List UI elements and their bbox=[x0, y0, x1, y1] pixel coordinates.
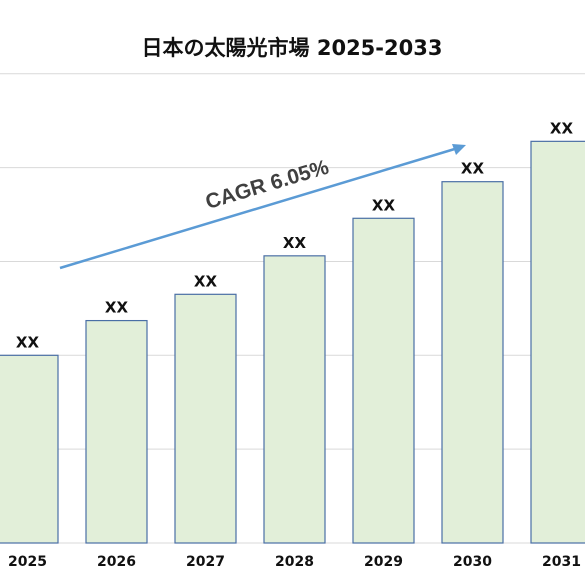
x-axis-tick-labels: 2025 2026 2027 2028 2029 2030 2031 bbox=[8, 554, 581, 570]
cagr-arrow-line bbox=[59, 146, 459, 270]
chart-title: 日本の太陽光市場 2025-2033 bbox=[142, 36, 443, 60]
bar-2026 bbox=[85, 319, 148, 544]
data-label-2031: XX bbox=[550, 119, 574, 137]
x-tick-2031: 2031 bbox=[542, 554, 581, 570]
cagr-arrow bbox=[59, 144, 466, 270]
data-labels: XX XX XX XX XX XX XX bbox=[16, 119, 574, 351]
bars bbox=[0, 140, 585, 544]
data-label-2029: XX bbox=[372, 196, 396, 214]
bar-2029 bbox=[352, 217, 415, 544]
bar-2028 bbox=[263, 255, 326, 544]
data-label-2027: XX bbox=[194, 272, 218, 290]
cagr-arrow-head bbox=[452, 144, 466, 155]
x-tick-2027: 2027 bbox=[186, 554, 225, 570]
bar-2030 bbox=[441, 181, 504, 544]
data-label-2028: XX bbox=[283, 234, 307, 252]
bar-2027 bbox=[174, 293, 237, 544]
x-tick-2026: 2026 bbox=[97, 554, 136, 570]
data-label-2030: XX bbox=[461, 160, 485, 178]
x-tick-2028: 2028 bbox=[275, 554, 314, 570]
x-tick-2030: 2030 bbox=[453, 554, 492, 570]
x-tick-2025: 2025 bbox=[8, 554, 47, 570]
bar-2025 bbox=[0, 354, 59, 544]
data-label-2026: XX bbox=[105, 299, 129, 317]
bar-2031 bbox=[530, 140, 585, 544]
data-label-2025: XX bbox=[16, 333, 40, 351]
x-tick-2029: 2029 bbox=[364, 554, 403, 570]
